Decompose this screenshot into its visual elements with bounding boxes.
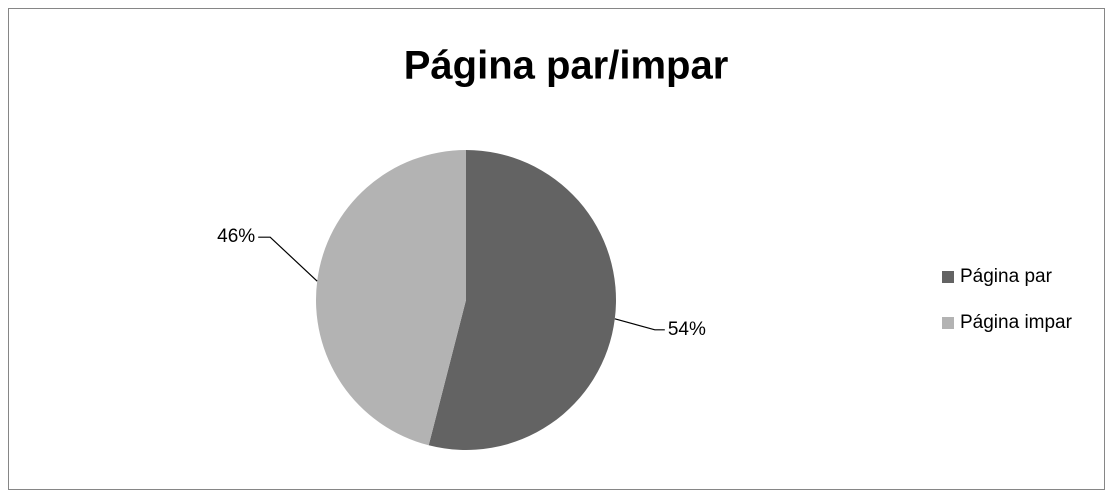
pie-slice (315, 150, 466, 446)
leader-line (258, 236, 318, 282)
legend-label: Página impar (960, 312, 1073, 333)
chart-title: Página par/impar (404, 44, 729, 88)
pie-slice (428, 150, 616, 450)
data-label: 46% (217, 226, 255, 247)
legend-swatch (942, 271, 954, 283)
legend-swatch (942, 317, 954, 329)
leader-line (614, 318, 665, 331)
legend-label: Página par (960, 266, 1053, 287)
data-label: 54% (668, 319, 706, 340)
